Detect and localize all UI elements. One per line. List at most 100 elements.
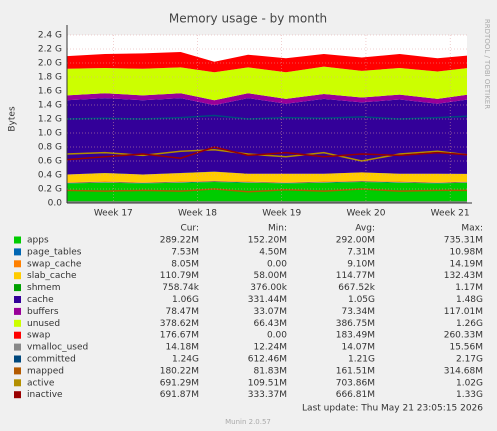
legend-stat: 2.17G [456,355,483,365]
column-header: Max: [461,224,483,234]
legend-stat: 1.17M [455,283,483,293]
y-tick-label: 1.0 G [38,129,62,139]
legend-stat: 378.62M [160,319,199,329]
legend-swatch [14,367,21,375]
legend-label: page_tables [27,247,82,257]
legend-label: shmem [27,283,60,293]
legend-stat: 10.98M [449,247,483,257]
legend-stat: 176.67M [160,331,199,341]
x-tick-label: Week 20 [346,209,385,219]
legend-swatch [14,391,21,399]
legend-stat: 386.75M [336,319,375,329]
area [67,181,467,184]
legend-stat: 73.34M [341,307,375,317]
legend-label: slab_cache [27,271,77,281]
y-axis-label: Bytes [8,106,18,132]
line [66,146,468,161]
legend-stat: 758.74k [162,283,199,293]
legend-stat: 1.02G [456,378,483,388]
legend-stat: 12.24M [253,343,287,353]
legend-swatch [14,260,21,268]
legend-stat: 1.21G [348,355,375,365]
legend-stat: 132.43M [444,271,483,281]
legend-stat: 8.05M [171,259,199,269]
legend-stat: 33.07M [253,307,287,317]
legend-stat: 0.00 [267,331,287,341]
legend-stat: 78.47M [165,307,199,317]
y-tick-label: 0.8 G [38,143,62,153]
legend-swatch [14,343,21,351]
y-tick-label: 0.6 G [38,157,62,167]
legend-label: mapped [27,366,64,376]
area [67,171,467,183]
legend-stat: 260.33M [444,331,483,341]
legend-stat: 314.68M [444,366,483,376]
column-header: Cur: [180,224,199,234]
legend-stat: 1.33G [456,390,483,400]
legend-swatch [14,355,21,363]
area [67,182,467,203]
footer: Munin 2.0.57 [225,418,271,426]
legend-label: inactive [27,390,63,400]
last-update: Last update: Thu May 21 23:05:15 2026 [302,404,483,414]
x-tick-label: Week 21 [431,209,470,219]
column-header: Min: [268,224,287,234]
legend-stat: 14.18M [165,343,199,353]
legend-stat: 1.05G [348,295,375,305]
legend-stat: 333.37M [248,390,287,400]
y-tick-label: 0.4 G [38,171,62,181]
legend-stat: 183.49M [336,331,375,341]
legend-stat: 1.48G [456,295,483,305]
legend-label: active [27,378,55,388]
legend-stat: 114.77M [336,271,375,281]
legend-stat: 703.86M [336,378,375,388]
area [67,93,467,106]
legend-stat: 117.01M [444,307,483,317]
x-tick-label: Week 18 [178,209,217,219]
legend-stat: 7.53M [171,247,199,257]
legend-stat: 691.87M [160,390,199,400]
y-tick-label: 1.6 G [38,87,62,97]
x-tick-label: Week 17 [94,209,133,219]
legend-stat: 292.00M [336,236,375,246]
y-tick-label: 0.0 [48,199,63,209]
legend-stat: 14.07M [341,343,375,353]
legend-stat: 289.22M [160,236,199,246]
legend-swatch [14,284,21,292]
legend-stat: 109.51M [248,378,287,388]
y-tick-label: 2.4 G [38,31,62,41]
legend-stat: 161.51M [336,366,375,376]
legend-label: cache [27,295,54,305]
legend-swatch [14,296,21,303]
x-tick-label: Week 19 [262,209,301,219]
line [66,188,467,193]
column-header: Avg: [355,224,375,234]
legend-stat: 152.20M [248,236,287,246]
legend-swatch [14,248,21,256]
legend-stat: 58.00M [253,271,287,281]
legend-stat: 612.46M [248,355,287,365]
legend-swatch [14,272,21,280]
legend-stat: 4.50M [259,247,287,257]
y-tick-label: 1.8 G [38,73,62,83]
legend-stat: 1.24G [172,355,199,365]
legend-label: swap_cache [27,259,82,269]
legend-stat: 691.29M [160,378,199,388]
area [67,180,467,183]
legend-swatch [14,331,21,339]
legend-swatch [14,319,21,327]
legend-stat: 110.79M [160,271,199,281]
legend-stat: 81.83M [253,366,287,376]
legend-stat: 7.31M [347,247,375,257]
legend-stat: 0.00 [267,259,287,269]
legend-label: unused [27,319,60,329]
chart-title: Memory usage - by month [169,12,327,26]
legend-stat: 667.52k [338,283,375,293]
y-tick-label: 0.2 G [38,185,62,195]
area [67,98,467,175]
y-tick-label: 1.2 G [38,115,62,125]
legend-swatch [14,379,21,387]
legend-stat: 14.19M [449,259,483,269]
legend-stat: 9.10M [347,259,375,269]
